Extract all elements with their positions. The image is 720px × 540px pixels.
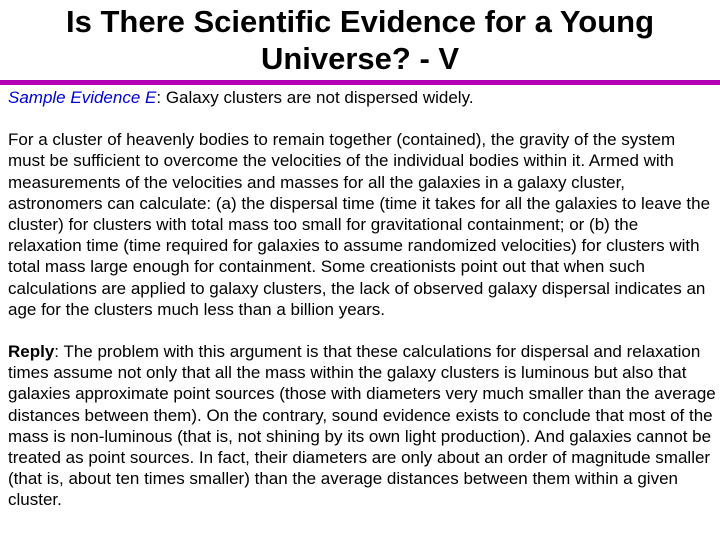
title-line-2: Universe? - V <box>260 41 460 76</box>
title-line-1: Is There Scientific Evidence for a Young <box>65 4 655 39</box>
reply-paragraph: Reply: The problem with this argument is… <box>8 341 716 511</box>
slide-title: Is There Scientific Evidence for a Young… <box>20 3 700 77</box>
slide-body: Sample Evidence E: Galaxy clusters are n… <box>8 87 716 511</box>
title-divider <box>0 80 720 85</box>
evidence-claim: Galaxy clusters are not dispersed widely… <box>165 88 474 107</box>
evidence-explanation: For a cluster of heavenly bodies to rema… <box>8 130 711 319</box>
evidence-separator: : <box>156 88 166 107</box>
reply-separator: : <box>54 342 64 362</box>
evidence-statement: Sample Evidence E: Galaxy clusters are n… <box>8 87 716 108</box>
evidence-label: Sample Evidence E <box>8 88 157 107</box>
reply-text: The problem with this argument is that t… <box>8 342 716 510</box>
reply-label: Reply <box>8 342 55 362</box>
